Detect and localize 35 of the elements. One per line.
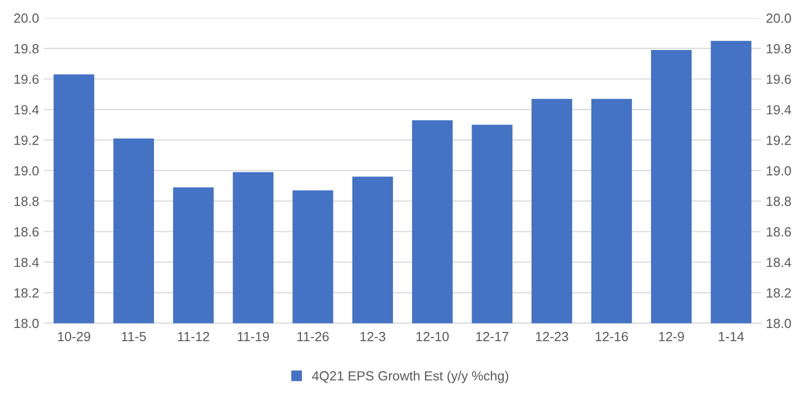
y-tick-label: 18.8 [14,196,39,206]
x-tick-label: 12-16 [596,332,628,342]
x-tick-label: 12-23 [536,332,568,342]
y2-tick-label: 20.0 [766,14,791,23]
x-tick-label: 11-12 [178,332,210,342]
y-tick-label: 19.0 [14,166,39,176]
x-tick-label: 11-5 [122,332,146,342]
x-tick-label: 1-14 [718,332,744,342]
x-tick-label: 10-29 [58,332,90,342]
y2-tick-label: 18.0 [766,318,791,328]
y2-tick-label: 18.2 [766,288,791,298]
y2-tick-label: 19.0 [766,166,791,176]
x-tick-label: 11-26 [298,332,329,342]
y-tick-label: 19.2 [14,136,39,145]
y2-tick-label: 19.6 [766,74,791,84]
x-tick-label: 12-10 [416,332,449,342]
y2-tick-label: 18.4 [766,258,792,268]
y-tick-label: 19.4 [14,105,39,114]
x-tick-label: 12-9 [659,332,684,342]
x-tick-label: 11-19 [238,332,269,342]
y2-tick-label: 19.8 [766,44,791,54]
x-tick-label: 12-3 [360,332,386,342]
y-tick-label: 18.0 [14,318,39,328]
y-tick-label: 19.8 [14,44,39,54]
y-tick-label: 20.0 [14,14,39,23]
y-tick-label: 18.4 [14,258,39,268]
legend-label: 4Q21 EPS Growth Est (y/y %chg) [312,370,508,384]
y2-tick-label: 19.2 [766,136,791,145]
y-tick-label: 18.6 [14,227,39,237]
y-tick-label: 19.6 [14,74,39,84]
y-tick-label: 18.2 [14,288,39,298]
x-tick-label: 12-17 [476,332,508,342]
y2-tick-label: 19.4 [766,105,792,114]
y2-tick-label: 18.6 [766,227,791,237]
y2-tick-label: 18.8 [766,196,791,206]
